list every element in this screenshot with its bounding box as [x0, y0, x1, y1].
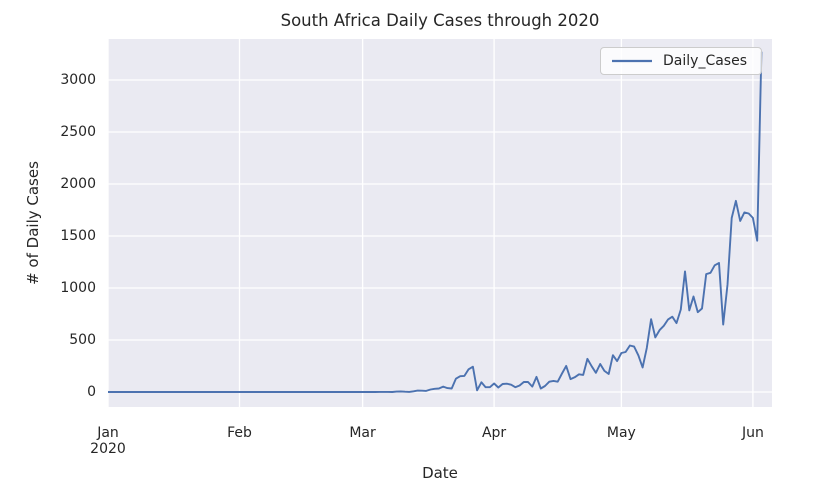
chart-title: South Africa Daily Cases through 2020: [280, 11, 600, 30]
y-tick-label: 1000: [60, 280, 96, 296]
x-tick-label: Mar: [349, 425, 376, 441]
x-tick-label: Apr: [481, 425, 507, 441]
daily-cases-line: [108, 51, 763, 393]
y-tick-label: 2000: [60, 175, 96, 192]
y-tick-label: 3000: [60, 71, 96, 88]
y-tick-label: 1500: [60, 228, 96, 244]
y-tick-label: 0: [87, 384, 96, 401]
x-tick-label: May: [606, 425, 636, 441]
x-tick-label: Jan 2020: [90, 425, 126, 457]
plot-background: [108, 39, 772, 407]
legend-line-sample-icon: [612, 59, 653, 63]
plot-area: [108, 39, 772, 407]
x-tick-label: Jun: [741, 425, 764, 441]
x-tick-label: Feb: [227, 425, 252, 441]
legend-entry-label: Daily_Cases: [663, 53, 747, 69]
x-axis-label: Date: [422, 464, 458, 482]
y-tick-label: 2500: [60, 123, 96, 140]
y-tick-label: 500: [69, 332, 96, 348]
legend: Daily_Cases: [600, 47, 762, 75]
